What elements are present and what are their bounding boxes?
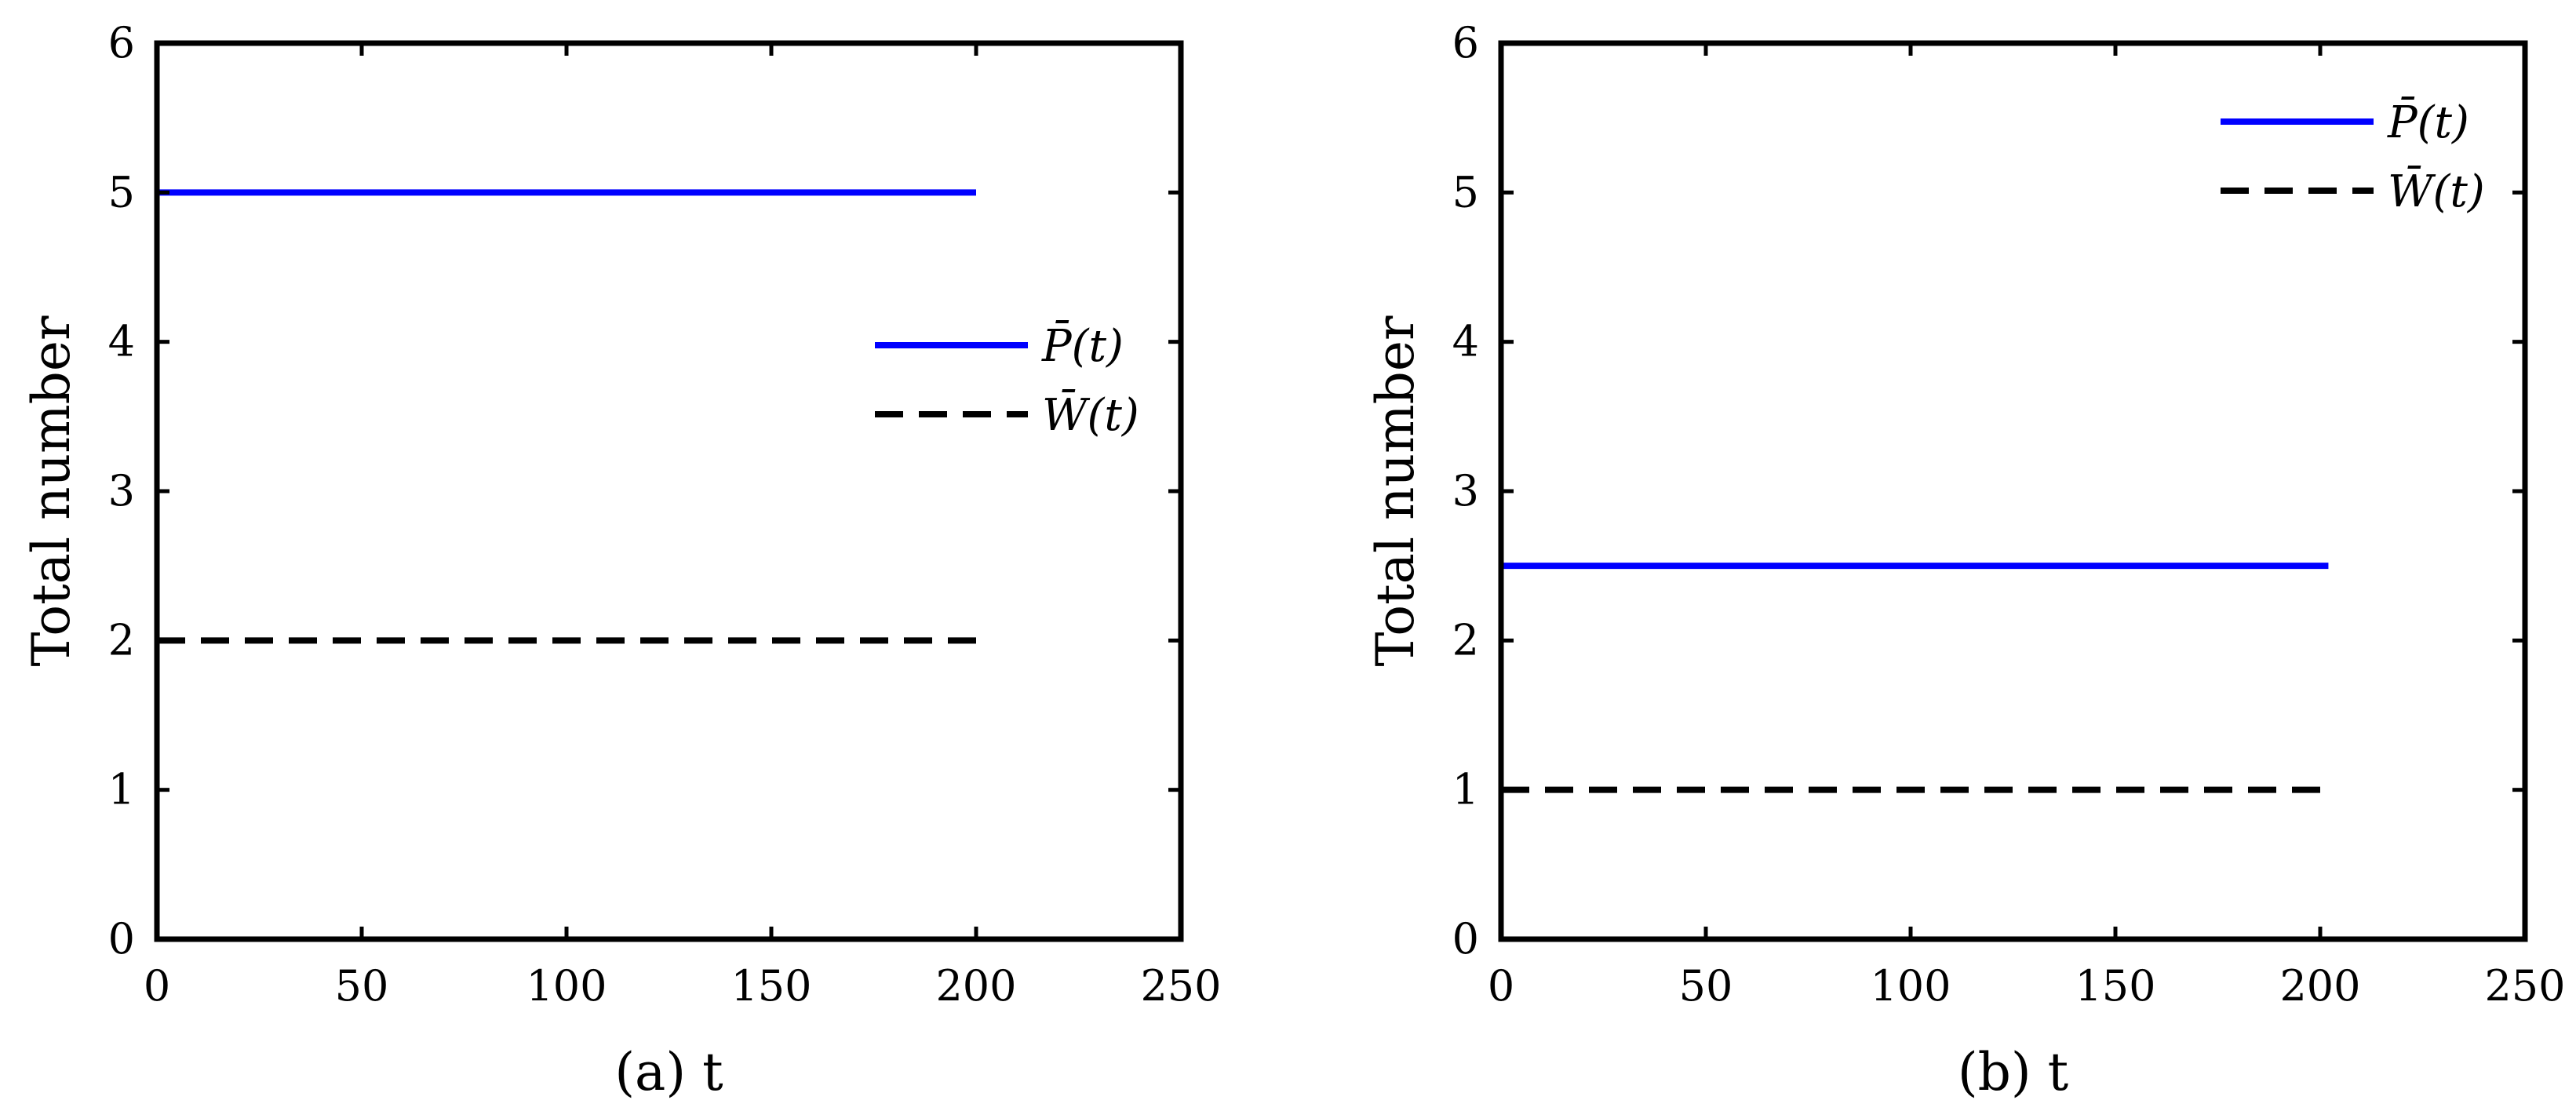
y-tick-label-1-1: 1 (1452, 765, 1479, 814)
x-tick-label-1-3: 150 (2075, 961, 2155, 1011)
x-tick-label-1-5: 250 (2484, 961, 2565, 1011)
x-tick-label-1-4: 200 (2279, 961, 2360, 1011)
y-tick-label-0-4: 4 (108, 317, 135, 366)
x-tick-label-0-0: 0 (144, 961, 170, 1011)
y-tick-label-0-5: 5 (108, 167, 135, 217)
x-tick-label-1-2: 100 (1870, 961, 1951, 1011)
y-tick-label-1-5: 5 (1452, 167, 1479, 217)
plot-frame-1 (1498, 40, 2528, 942)
x-tick-label-0-1: 50 (335, 961, 389, 1011)
y-tick-label-1-0: 0 (1452, 914, 1479, 963)
plot-frame-0 (154, 40, 1184, 942)
x-tick-label-0-4: 200 (935, 961, 1016, 1011)
y-tick-label-1-3: 3 (1452, 466, 1479, 515)
y-tick-label-1-2: 2 (1452, 615, 1479, 665)
y-tick-label-1-6: 6 (1452, 18, 1479, 67)
x-tick-label-0-5: 250 (1140, 961, 1221, 1011)
chart-panel-0: 0 50 100 150 200 250 0 1 2 3 4 5 6 (a) t Total number P… (21, 18, 1222, 1102)
x-axis-label-0: (a) t (614, 1042, 723, 1102)
y-tick-label-0-0: 0 (108, 914, 135, 963)
y-tick-label-1-4: 4 (1452, 317, 1479, 366)
chart-panel-1: 0 50 100 150 200 250 0 1 2 3 4 5 6 (b) t Total number P… (1365, 18, 2566, 1102)
legend-label-1-1: W̄(t) (2388, 165, 2485, 217)
y-tick-label-0-3: 3 (108, 466, 135, 515)
x-axis-label-1: (b) t (1958, 1042, 2068, 1102)
y-tick-label-0-1: 1 (108, 765, 135, 814)
y-tick-label-0-2: 2 (108, 615, 135, 665)
x-tick-label-1-1: 50 (1679, 961, 1733, 1011)
x-tick-label-0-3: 150 (731, 961, 811, 1011)
legend-label-1-0: P̄(t) (2387, 96, 2469, 148)
x-tick-label-1-0: 0 (1488, 961, 1514, 1011)
y-axis-label-0: Total number (21, 315, 82, 666)
legend-label-0-0: P̄(t) (1041, 319, 1124, 372)
x-tick-label-0-2: 100 (526, 961, 607, 1011)
legend-label-0-1: W̄(t) (1042, 388, 1139, 441)
y-tick-label-0-6: 6 (108, 18, 135, 67)
y-axis-label-1: Total number (1365, 315, 1426, 666)
